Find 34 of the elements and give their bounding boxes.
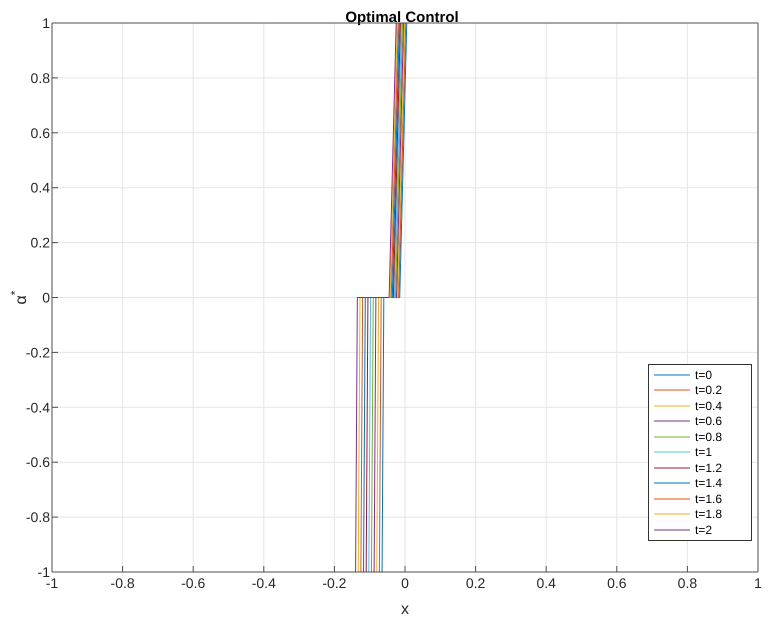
y-tick-label: 0.8 [30,70,50,86]
y-tick-label: 1 [42,14,50,31]
legend-label: t=1.6 [695,492,722,506]
y-tick-label: 0 [42,289,50,306]
x-axis-title: x [401,601,409,618]
y-tick-label: -0.4 [26,399,50,416]
x-tick-label: 0.2 [466,574,486,591]
x-tick-label: 0.8 [678,574,698,591]
y-tick-label: -1 [38,564,50,580]
x-tick-label: -0.6 [181,574,206,591]
y-tick-label: 0.2 [30,234,50,251]
x-tick-label: -0.8 [110,574,135,591]
x-tick-label: 1 [754,574,762,591]
legend-label: t=1.2 [695,460,722,475]
x-tick-label: 0.4 [536,574,556,591]
y-tick-label: 0.6 [30,124,50,141]
legend-label: t=1 [695,445,712,460]
legend-label: t=0 [695,368,712,382]
y-tick-label: -0.6 [26,454,50,470]
legend-label: t=2 [695,522,712,537]
legend-label: t=0.8 [695,430,722,444]
y-tick-label: -0.2 [26,344,50,360]
legend-label: t=1.4 [695,476,722,490]
y-tick-label: -0.8 [26,509,50,526]
x-tick-label: 0 [401,574,410,591]
legend-label: t=0.6 [695,414,722,428]
legend-label: t=0.4 [695,398,722,413]
legend-label: t=1.8 [695,507,722,522]
x-tick-label: -0.4 [252,574,276,591]
chart-title: Optimal Control [345,9,459,26]
x-tick-label: -0.2 [322,574,347,591]
legend-label: t=0.2 [695,383,722,398]
y-tick-label: 0.4 [30,180,50,196]
x-tick-label: 0.6 [607,574,627,591]
